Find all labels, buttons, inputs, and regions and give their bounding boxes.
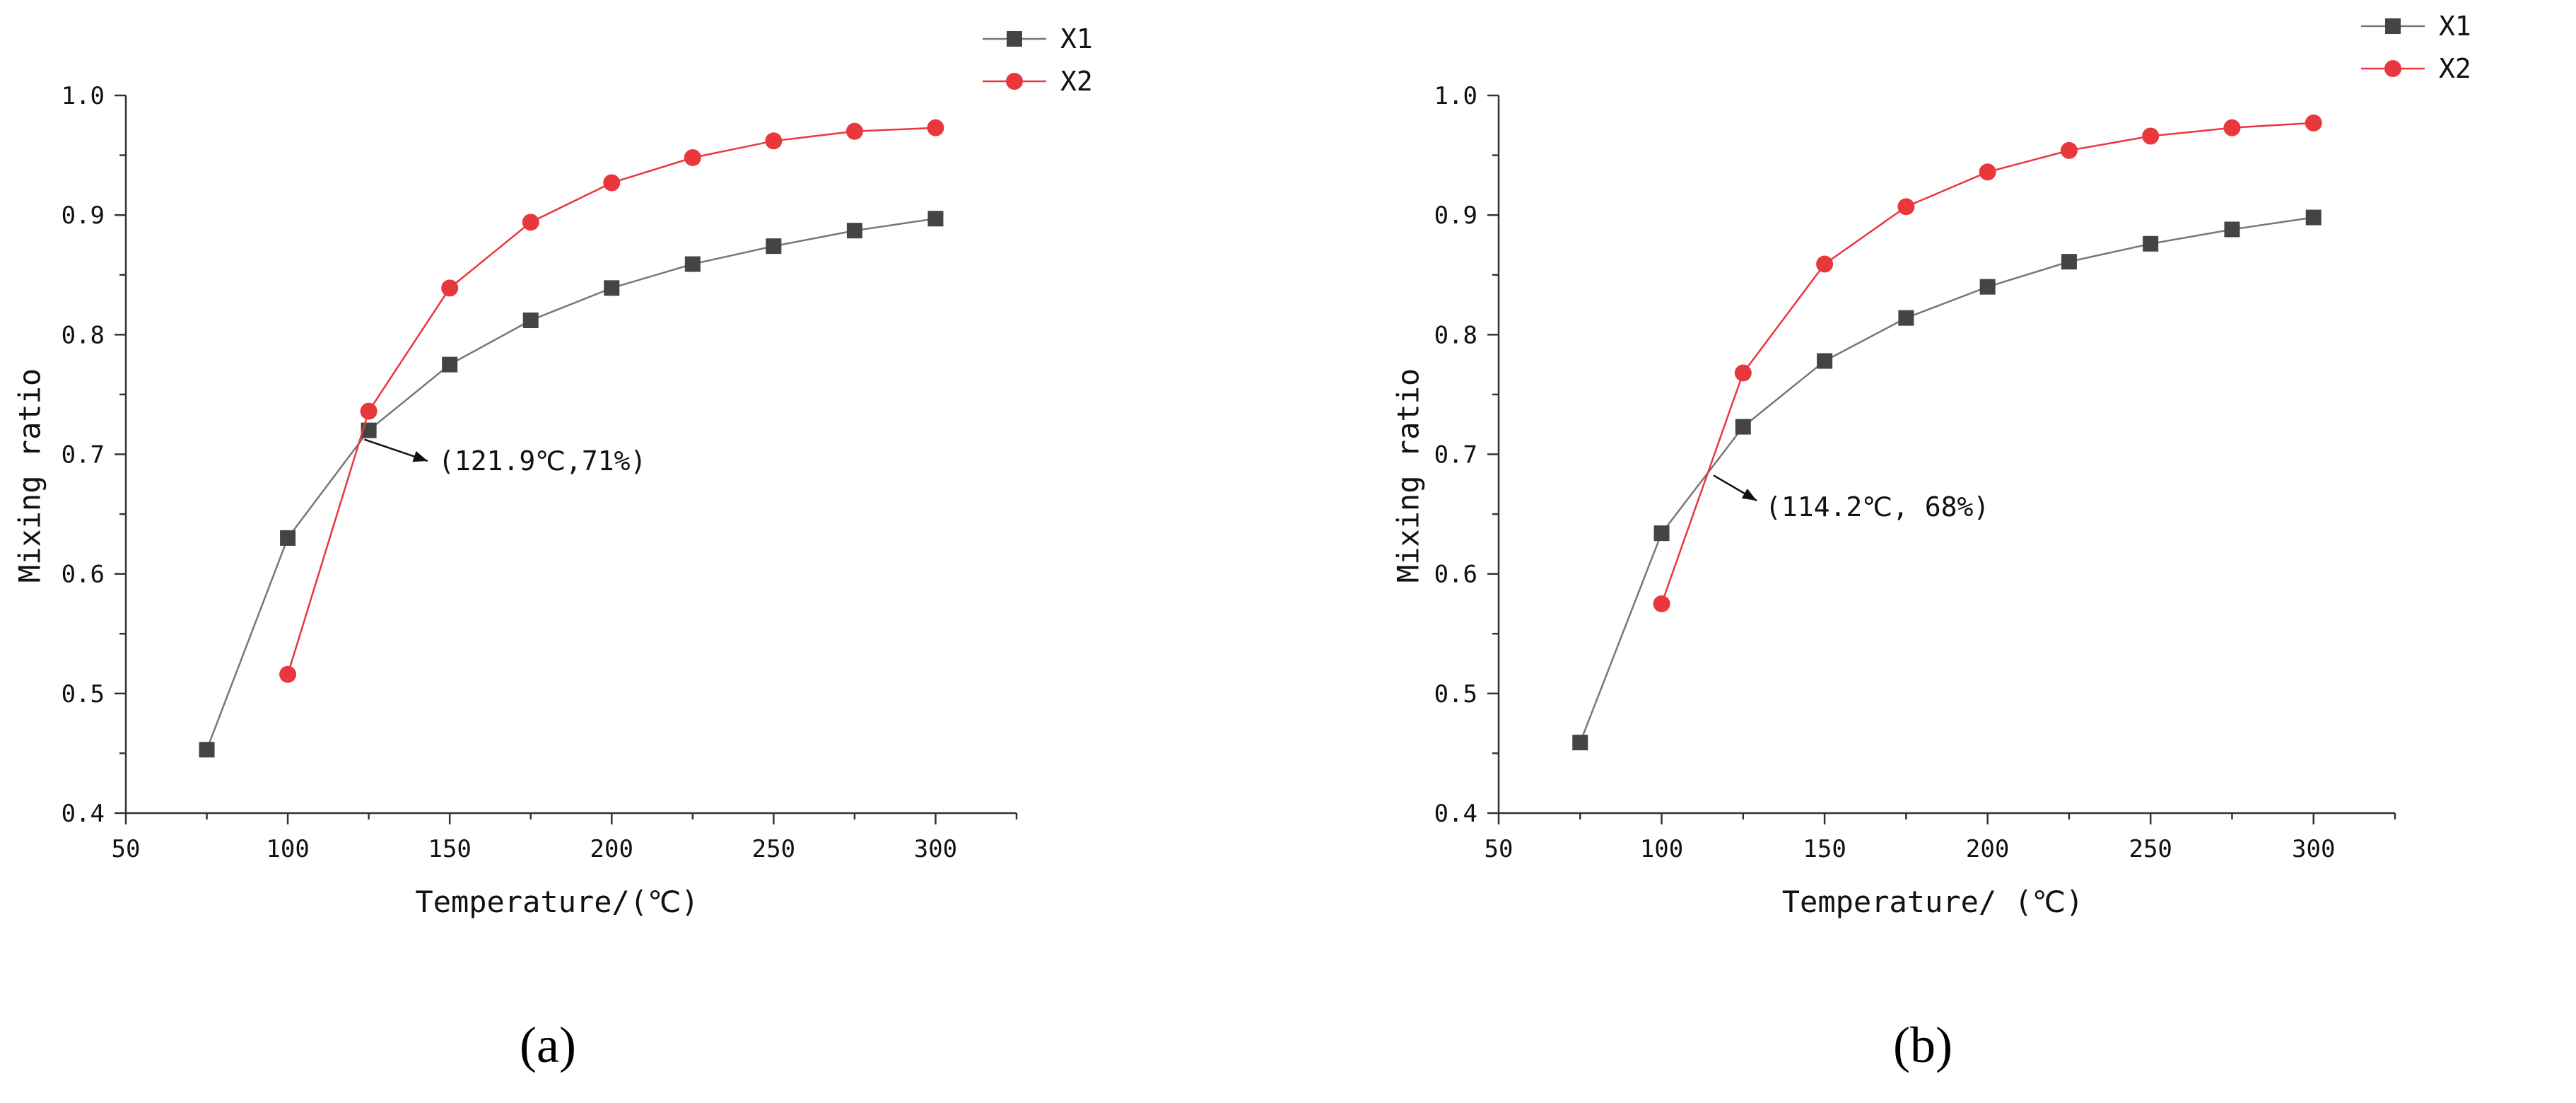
y-tick-label: 0.5	[1434, 680, 1477, 708]
data-point-x2	[279, 665, 297, 683]
data-point-x1	[766, 238, 782, 255]
data-point-x1	[442, 356, 458, 373]
data-point-x1	[2305, 209, 2322, 226]
data-point-x2	[765, 132, 783, 150]
y-tick-label: 0.4	[1434, 800, 1477, 828]
x-tick-label: 100	[1640, 835, 1683, 863]
data-point-x2	[1979, 163, 1996, 181]
data-point-x2	[2142, 127, 2160, 145]
y-tick-label: 0.6	[1434, 561, 1477, 589]
data-point-x1	[1735, 419, 1751, 435]
panel-label: (a)	[520, 1017, 576, 1073]
data-point-x2	[2223, 119, 2241, 136]
data-point-x2	[1816, 255, 1834, 273]
y-tick-label: 0.7	[1434, 441, 1477, 469]
legend-marker	[2384, 60, 2401, 77]
data-point-x1	[2143, 235, 2159, 252]
y-tick-label: 0.8	[1434, 321, 1477, 349]
data-point-x1	[522, 313, 539, 329]
data-point-x1	[927, 211, 944, 227]
y-tick-label: 0.7	[62, 441, 105, 469]
legend-marker	[1006, 73, 1023, 90]
data-point-x2	[2060, 141, 2078, 159]
data-point-x1	[199, 742, 215, 758]
series-line-x1	[1579, 216, 2314, 743]
x-axis-label: Temperature/(℃)	[415, 885, 698, 919]
data-point-x2	[845, 122, 863, 140]
x-tick-label: 50	[112, 835, 141, 863]
annotation-label: (114.2℃, 68%)	[1765, 491, 1989, 523]
y-tick-label: 0.9	[62, 202, 105, 230]
chart-panel-a: (a) 50 100 150 200 250 300 0.4 0.5 0.6 0.7 0.8 0.9 1…	[13, 23, 1093, 1073]
data-point-x1	[2224, 221, 2240, 238]
data-point-x1	[2061, 254, 2077, 270]
data-point-x2	[2305, 114, 2322, 132]
x-axis-label: Temperature/ (℃)	[1782, 885, 2083, 919]
x-tick-label: 150	[428, 835, 471, 863]
x-tick-label: 300	[914, 835, 957, 863]
x-tick-label: 300	[2292, 835, 2335, 863]
annotation-arrow-head	[1741, 488, 1757, 501]
x-tick-label: 200	[1966, 835, 2009, 863]
data-point-x2	[1734, 364, 1752, 382]
annotation-label: (121.9℃,71%)	[438, 445, 646, 477]
data-point-x2	[522, 214, 539, 231]
legend-label: X1	[1060, 23, 1093, 54]
y-tick-label: 0.8	[62, 321, 105, 349]
y-tick-label: 1.0	[62, 82, 105, 110]
legend-label: X2	[2439, 53, 2471, 84]
data-point-x1	[1572, 735, 1588, 751]
data-point-x2	[927, 119, 944, 136]
y-axis-label: Mixing ratio	[1391, 368, 1426, 583]
data-point-x2	[1897, 198, 1915, 216]
data-point-x1	[604, 280, 620, 296]
x-tick-label: 250	[752, 835, 795, 863]
data-point-x2	[441, 279, 459, 297]
chart-panel-b: (b) 50 100 150 200 250 300 0.4 0.5 0.6 0.7 0.8 0.9 1…	[1391, 11, 2471, 1073]
y-tick-label: 0.4	[62, 800, 105, 828]
legend-label: X1	[2439, 11, 2471, 42]
data-point-x1	[1817, 353, 1833, 369]
x-tick-label: 50	[1485, 835, 1514, 863]
legend-marker	[2385, 18, 2401, 34]
data-point-x1	[684, 256, 701, 272]
legend-marker	[1007, 31, 1022, 47]
x-tick-label: 150	[1803, 835, 1846, 863]
data-point-x2	[603, 174, 621, 192]
data-point-x2	[360, 402, 377, 420]
x-tick-label: 250	[2129, 835, 2172, 863]
data-point-x1	[1653, 525, 1670, 542]
data-point-x2	[1653, 595, 1670, 612]
annotation-arrow-head	[412, 450, 428, 462]
panel-label: (b)	[1893, 1017, 1953, 1073]
y-tick-label: 0.5	[62, 680, 105, 708]
legend-label: X2	[1060, 66, 1093, 97]
y-tick-label: 0.9	[1434, 202, 1477, 230]
series-line-x1	[206, 217, 936, 750]
x-tick-label: 100	[266, 835, 309, 863]
data-point-x1	[280, 530, 296, 546]
x-tick-label: 200	[590, 835, 633, 863]
y-tick-label: 0.6	[62, 561, 105, 589]
data-point-x1	[846, 223, 862, 239]
y-axis-label: Mixing ratio	[13, 368, 47, 583]
data-point-x2	[684, 148, 701, 166]
data-point-x1	[1979, 279, 1996, 295]
data-point-x1	[1898, 310, 1914, 326]
y-tick-label: 1.0	[1434, 82, 1477, 110]
